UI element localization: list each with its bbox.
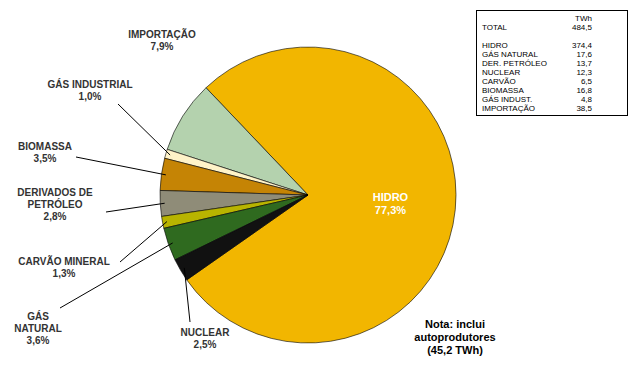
html-text:16,8: 16,8	[576, 86, 592, 95]
svg-text:DERIVADOS DEPETRÓLEO2,8%: DERIVADOS DEPETRÓLEO2,8%	[17, 187, 93, 222]
html-text:13,7: 13,7	[576, 59, 592, 68]
svg-text:GÁS INDUSTRIAL1,0%: GÁS INDUSTRIAL1,0%	[48, 78, 133, 102]
html-text:IMPORTAÇÃO: IMPORTAÇÃO	[482, 104, 535, 113]
html-text:DER. PETRÓLEO: DER. PETRÓLEO	[482, 59, 547, 68]
svg-text:BIOMASSA3,5%: BIOMASSA3,5%	[18, 141, 72, 164]
html-text:BIOMASSA: BIOMASSA	[482, 86, 524, 95]
html-text:484,5: 484,5	[572, 23, 592, 32]
svg-text:NUCLEAR2,5%: NUCLEAR2,5%	[181, 327, 231, 350]
html-text:374,4: 374,4	[572, 41, 592, 50]
html-text:NUCLEAR: NUCLEAR	[482, 68, 521, 77]
html-text:Nota: inclui: Nota: inclui	[425, 318, 485, 330]
html-text:GÁS INDUST.: GÁS INDUST.	[482, 95, 533, 104]
html-text:autoprodutores: autoprodutores	[414, 331, 496, 343]
html-text:CARVÃO: CARVÃO	[482, 77, 516, 86]
html-text:(45,2 TWh): (45,2 TWh)	[427, 344, 483, 356]
html-text:38,5: 38,5	[576, 104, 592, 113]
html-text:HIDRO: HIDRO	[482, 41, 508, 50]
html-text:GÁS NATURAL: GÁS NATURAL	[482, 50, 538, 59]
html-text:4,8: 4,8	[580, 95, 592, 104]
html-text:12,3: 12,3	[576, 68, 592, 77]
svg-text:HIDRO77,3%: HIDRO77,3%	[373, 191, 409, 216]
html-text:17,6: 17,6	[576, 50, 592, 59]
svg-text:GÁSNATURAL3,6%: GÁSNATURAL3,6%	[14, 310, 62, 346]
html-text:TWh: TWh	[575, 14, 592, 23]
svg-text:CARVÃO MINERAL1,3%: CARVÃO MINERAL1,3%	[18, 255, 109, 279]
svg-text:IMPORTAÇÃO7,9%: IMPORTAÇÃO7,9%	[128, 28, 196, 52]
html-text:6,5: 6,5	[580, 77, 592, 86]
html-text:TOTAL: TOTAL	[482, 23, 507, 32]
